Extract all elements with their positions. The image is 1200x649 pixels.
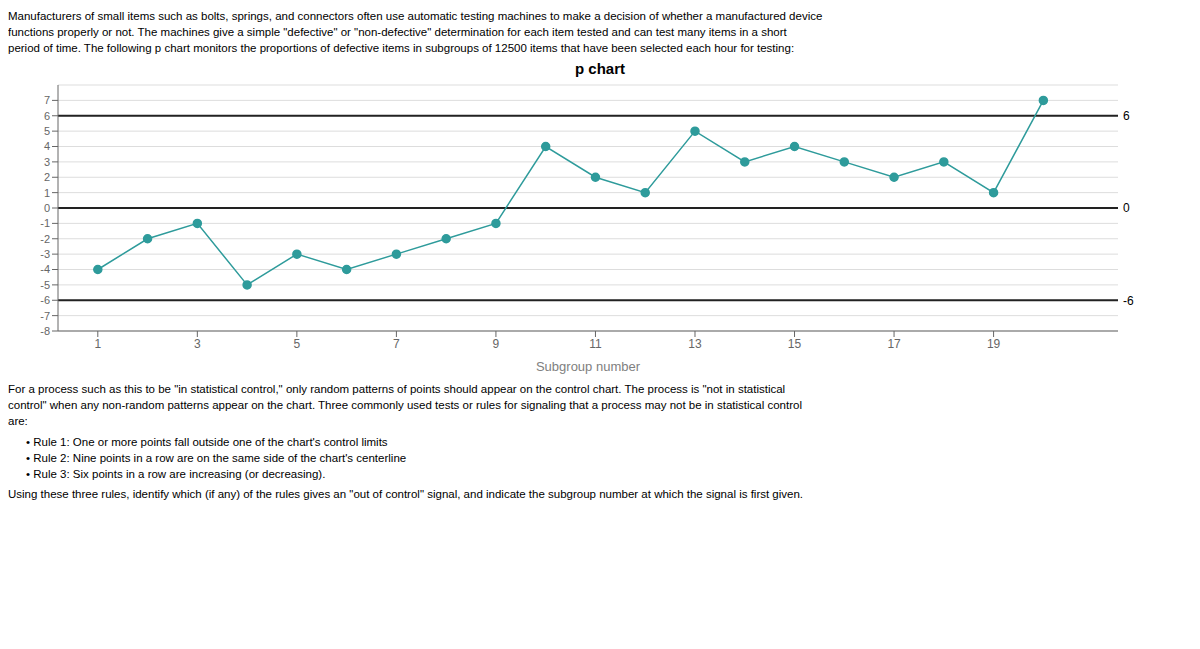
html-text:Using these three rules, ident: Using these three rules, identify which … xyxy=(8,487,804,500)
svg-text:13: 13 xyxy=(688,337,702,351)
svg-text:-7: -7 xyxy=(40,310,50,322)
svg-text:-6: -6 xyxy=(40,294,50,306)
html-text:For a process such as this to: For a process such as this to be "in sta… xyxy=(8,383,802,428)
svg-text:1: 1 xyxy=(94,337,101,351)
svg-text:3: 3 xyxy=(194,337,201,351)
svg-text:17: 17 xyxy=(887,337,901,351)
svg-text:-6: -6 xyxy=(1123,294,1134,308)
svg-text:6: 6 xyxy=(1123,109,1130,123)
svg-text:1: 1 xyxy=(44,187,50,199)
svg-text:3: 3 xyxy=(44,156,50,168)
svg-text:6: 6 xyxy=(44,110,50,122)
html-text:p chart: p chart xyxy=(575,60,625,78)
svg-text:5: 5 xyxy=(294,337,301,351)
svg-text:-3: -3 xyxy=(40,248,50,260)
svg-text:5: 5 xyxy=(44,125,50,137)
svg-text:0: 0 xyxy=(1123,202,1130,216)
svg-text:7: 7 xyxy=(44,95,50,107)
html-text:Manufacturers of small items s: Manufacturers of small items such as bol… xyxy=(8,10,823,55)
svg-text:9: 9 xyxy=(493,337,500,351)
svg-text:-4: -4 xyxy=(40,264,50,276)
svg-text:Subgroup number: Subgroup number xyxy=(536,359,641,374)
svg-text:0: 0 xyxy=(44,202,50,214)
svg-text:7: 7 xyxy=(393,337,400,351)
svg-text:15: 15 xyxy=(788,337,802,351)
svg-text:-1: -1 xyxy=(40,218,50,230)
svg-text:11: 11 xyxy=(589,337,602,351)
svg-text:-8: -8 xyxy=(40,325,50,337)
html-text:• Rule 1: One or more points f: • Rule 1: One or more points fall outsid… xyxy=(26,435,407,480)
svg-text:4: 4 xyxy=(44,141,50,153)
svg-text:2: 2 xyxy=(44,171,50,183)
svg-text:-2: -2 xyxy=(40,233,50,245)
svg-text:-5: -5 xyxy=(40,279,50,291)
svg-text:19: 19 xyxy=(987,337,1001,351)
